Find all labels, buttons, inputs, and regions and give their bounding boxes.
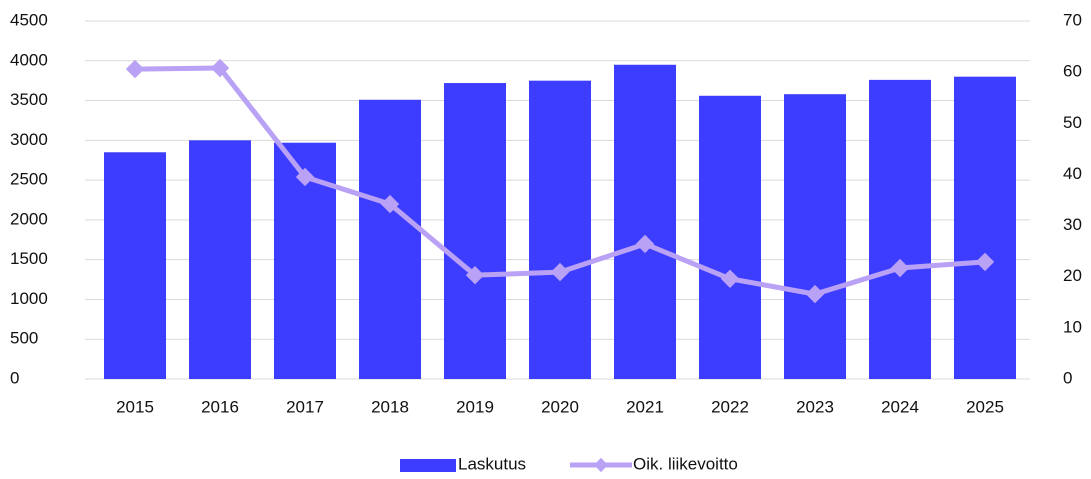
y-tick-label: 2000: [10, 209, 48, 228]
line-marker: [720, 269, 740, 288]
bar: [699, 95, 761, 379]
x-tick-label: 2017: [286, 397, 324, 416]
legend-swatch: [593, 457, 609, 473]
legend-label: Oik. liikevoitto: [633, 454, 738, 473]
x-tick-label: 2015: [116, 397, 154, 416]
y2-tick-label: 20: [1063, 266, 1082, 285]
y-tick-label: 2500: [10, 170, 48, 189]
line-marker: [210, 58, 230, 78]
bar: [444, 83, 506, 379]
bar: [614, 64, 676, 379]
line-marker: [635, 234, 655, 254]
x-tick-label: 2025: [966, 397, 1004, 416]
line-marker: [550, 262, 570, 282]
y2-tick-label: 40: [1063, 164, 1082, 183]
x-tick-label: 2018: [371, 397, 409, 416]
x-tick-label: 2021: [626, 397, 664, 416]
legend-label: Laskutus: [458, 454, 526, 473]
y-tick-label: 3000: [10, 130, 48, 149]
x-tick-label: 2024: [881, 397, 919, 416]
bar: [359, 99, 421, 379]
y-tick-label: 500: [10, 329, 38, 348]
line-marker: [890, 258, 910, 278]
y2-tick-label: 30: [1063, 215, 1082, 234]
bar: [869, 79, 931, 380]
y-tick-label: 4000: [10, 50, 48, 69]
y2-tick-label: 50: [1063, 113, 1082, 132]
y-tick-label: 1000: [10, 289, 48, 308]
x-tick-label: 2020: [541, 397, 579, 416]
y2-tick-label: 70: [1063, 10, 1082, 29]
x-tick-label: 2023: [796, 397, 834, 416]
legend-swatch: [400, 459, 456, 472]
bar: [189, 140, 251, 379]
y-tick-label: 3500: [10, 90, 48, 109]
line-marker: [125, 59, 145, 79]
y2-tick-label: 60: [1063, 62, 1082, 81]
bar: [104, 152, 166, 379]
x-tick-label: 2016: [201, 397, 239, 416]
bar: [784, 94, 846, 380]
line-marker: [465, 265, 485, 285]
bar: [529, 80, 591, 380]
y2-tick-label: 0: [1063, 368, 1072, 387]
x-tick-label: 2019: [456, 397, 494, 416]
y-tick-label: 4500: [10, 10, 48, 29]
line-marker: [380, 194, 400, 214]
line-marker: [805, 284, 825, 304]
y-tick-label: 1500: [10, 249, 48, 268]
y2-tick-label: 10: [1063, 317, 1082, 336]
x-tick-label: 2022: [711, 397, 749, 416]
y-tick-label: 0: [10, 368, 19, 387]
line-marker: [295, 167, 315, 187]
bar: [954, 76, 1016, 379]
